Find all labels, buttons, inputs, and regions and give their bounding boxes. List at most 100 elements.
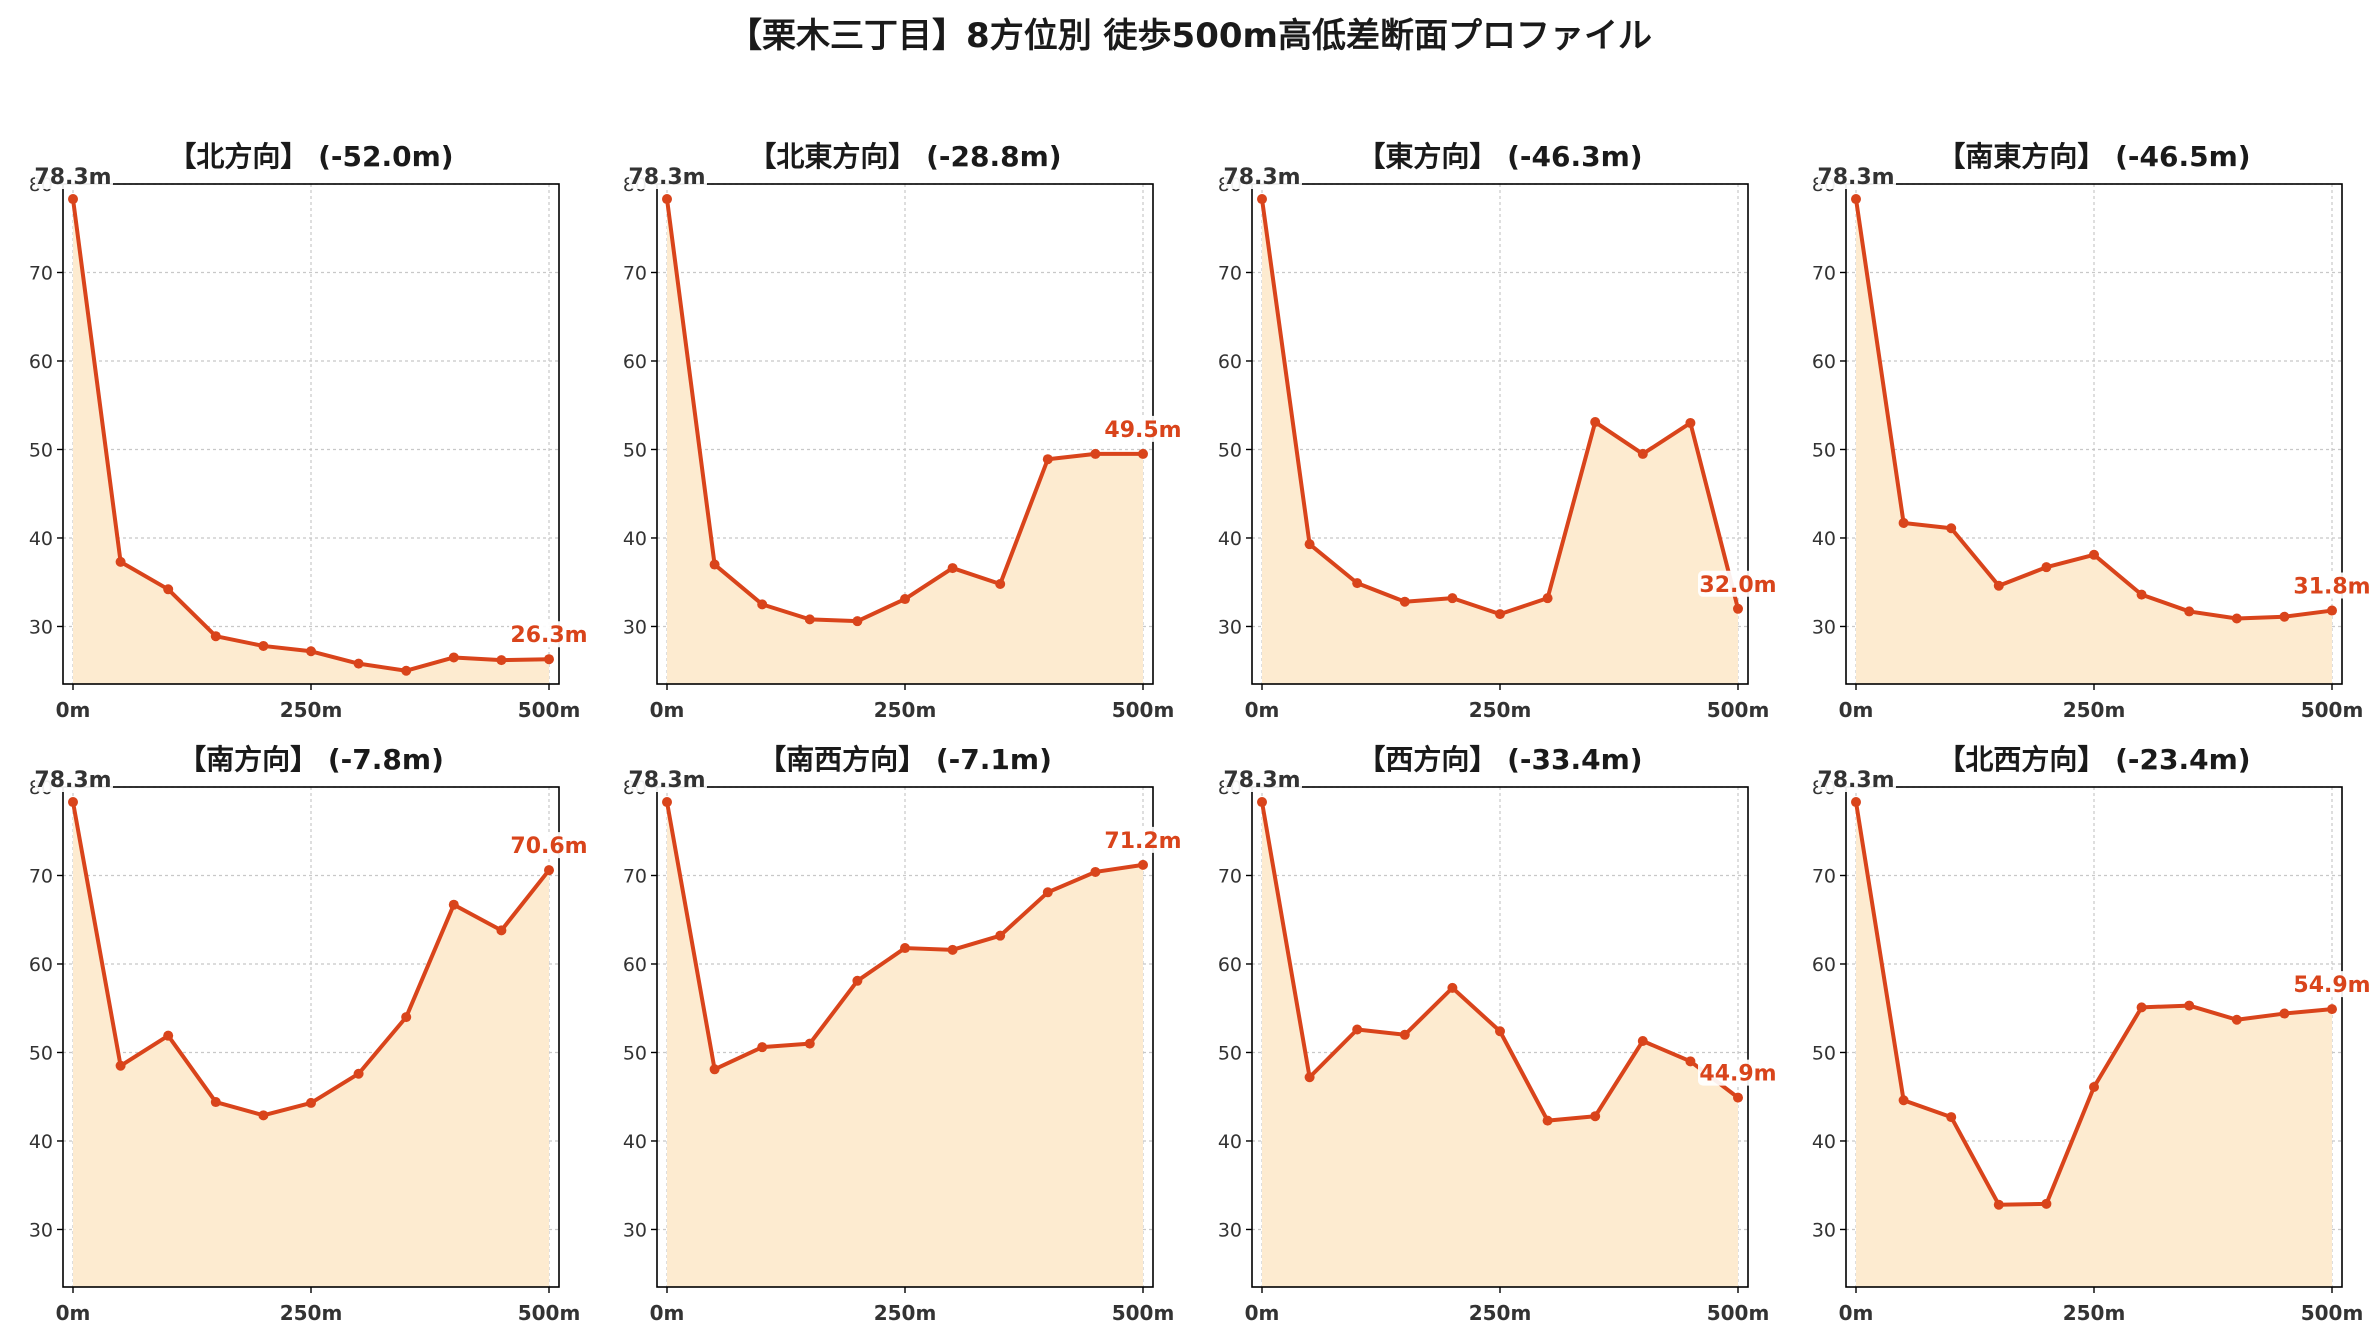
subplot-8: 3040506070800m250m500m【北西方向】 (-23.4m)78.… [1812,743,2374,1325]
data-point [306,646,316,657]
y-tick-label: 60 [1812,954,1836,976]
data-point [2136,589,2147,600]
y-tick-label: 30 [29,616,53,638]
subplot-6: 3040506070800m250m500m【南西方向】 (-7.1m)78.3… [623,743,1185,1325]
subplot-title: 【北西方向】 (-23.4m) [1937,743,2250,776]
data-point [1685,1056,1696,1067]
data-point [1590,1111,1601,1122]
start-label: 78.3m [628,165,705,190]
data-point [68,797,78,808]
elevation-area [667,199,1143,684]
data-point [2231,613,2242,624]
x-tick-label: 250m [2063,698,2126,722]
data-point [544,654,554,665]
elevation-area [1262,802,1738,1287]
x-tick-label: 0m [1839,1301,1874,1325]
data-point [757,1042,768,1053]
start-label-box [1818,766,1896,793]
start-label: 78.3m [34,165,111,190]
data-point [757,599,768,610]
y-tick-label: 40 [623,1131,647,1153]
y-tick-label: 70 [623,262,647,284]
y-tick-label: 30 [1218,1219,1242,1241]
data-point [2184,606,2195,617]
data-point [1898,517,1909,528]
y-tick-label: 40 [29,1131,53,1153]
data-point [1257,194,1267,205]
y-tick-label: 40 [29,528,53,550]
x-tick-label: 250m [280,1301,343,1325]
x-tick-label: 250m [1469,1301,1532,1325]
data-point [496,655,507,666]
data-point [900,943,910,954]
start-label-box [35,766,113,793]
elevation-area [73,199,549,684]
data-point [2279,1008,2290,1019]
start-label-box [1224,766,1302,793]
subplot-title: 【北方向】 (-52.0m) [168,140,453,173]
data-point [1685,417,1696,428]
subplot-title: 【南東方向】 (-46.5m) [1937,140,2250,173]
x-tick-label: 0m [650,1301,685,1325]
y-tick-label: 70 [623,865,647,887]
x-tick-label: 250m [874,1301,937,1325]
data-point [1590,417,1601,428]
subplot-title: 【南方向】 (-7.8m) [178,743,444,776]
y-tick-label: 30 [623,1219,647,1241]
end-label-box [1698,1059,1780,1086]
x-tick-label: 0m [1839,698,1874,722]
data-point [115,1060,126,1071]
y-tick-label: 50 [29,439,53,461]
y-tick-label: 50 [29,1042,53,1064]
start-label-box [35,163,113,190]
y-tick-label: 40 [1218,1131,1242,1153]
data-point [306,1097,316,1108]
data-point [1304,1072,1315,1083]
data-point [1090,448,1101,459]
data-point [1542,1115,1553,1126]
end-label: 31.8m [2293,575,2370,600]
data-point [1851,194,1861,205]
x-tick-label: 250m [280,698,343,722]
subplot-title: 【北東方向】 (-28.8m) [748,140,1061,173]
data-point [1138,859,1148,870]
end-label: 71.2m [1104,829,1181,854]
y-tick-label: 60 [1812,351,1836,373]
data-point [1851,797,1861,808]
start-label: 78.3m [1817,768,1894,793]
y-tick-label: 70 [1218,865,1242,887]
elevation-area [1856,802,2332,1287]
data-point [1042,887,1053,898]
y-tick-label: 40 [1812,1131,1836,1153]
data-point [1090,866,1101,877]
y-tick-label: 50 [1812,439,1836,461]
data-point [1637,1035,1648,1046]
data-point [401,665,412,676]
y-tick-label: 40 [1218,528,1242,550]
y-tick-label: 70 [1218,262,1242,284]
figure-title: 【栗木三丁目】8方位別 徒歩500m高低差断面プロファイル [728,16,1652,56]
subplot-title: 【東方向】 (-46.3m) [1357,140,1642,173]
data-point [852,616,863,627]
y-tick-label: 50 [623,1042,647,1064]
y-tick-label: 50 [1218,439,1242,461]
x-tick-label: 500m [1707,1301,1770,1325]
data-point [163,1030,174,1041]
data-point [1447,982,1458,993]
data-point [1946,523,1957,534]
data-point [448,899,459,910]
data-point [1447,593,1458,604]
y-tick-label: 70 [1812,865,1836,887]
x-tick-label: 0m [56,698,91,722]
end-label-box [1698,570,1780,597]
data-point [662,194,672,205]
data-point [1138,448,1148,459]
data-point [1993,1199,2004,1210]
subplot-7: 3040506070800m250m500m【西方向】 (-33.4m)78.3… [1218,743,1780,1325]
end-label: 54.9m [2293,973,2370,998]
x-tick-label: 500m [1112,698,1175,722]
end-label-box [1103,415,1185,442]
data-point [1637,448,1648,459]
subplot-title: 【南西方向】 (-7.1m) [758,743,1052,776]
y-tick-label: 30 [1218,616,1242,638]
